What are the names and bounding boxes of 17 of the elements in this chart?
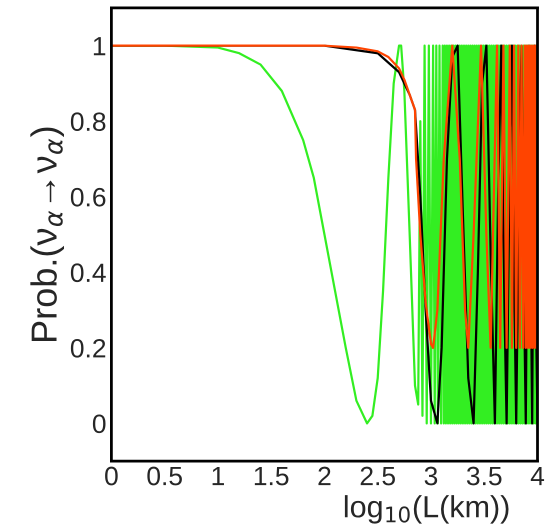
y-tick-label: 0.8 xyxy=(70,112,106,132)
x-tick-label: 1.5 xyxy=(254,466,288,486)
y-tick-label: 0.4 xyxy=(70,263,106,282)
y-tick-label: 0 xyxy=(92,414,106,434)
y-axis-title: Prob.(ν$_{α}$→ν$_{α}$) xyxy=(30,128,64,341)
y-tick-label: 0.2 xyxy=(70,338,106,358)
x-tick-label: 0.5 xyxy=(147,466,182,486)
x-axis-title: log$_{10}$(L(km)) xyxy=(344,495,508,524)
x-tick-label: 2.5 xyxy=(360,466,395,486)
x-tick-label: 3 xyxy=(424,466,438,486)
x-tick-label: 3.5 xyxy=(466,466,502,486)
x-tick-label: 1 xyxy=(212,466,224,486)
y-tick-label: 0.6 xyxy=(70,188,106,207)
y-tick-label: 1 xyxy=(94,37,106,56)
x-tick-label: 0 xyxy=(105,466,118,486)
x-tick-label: 2 xyxy=(318,466,330,486)
x-tick-label: 4 xyxy=(530,466,544,486)
